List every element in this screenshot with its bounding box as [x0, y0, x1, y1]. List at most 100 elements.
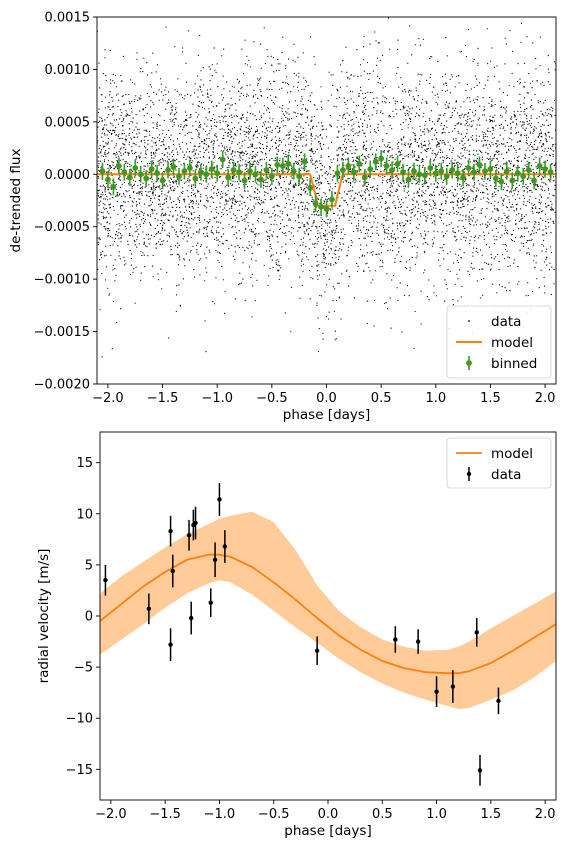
- data-point: [110, 133, 113, 136]
- data-point: [210, 141, 212, 143]
- data-point: [264, 199, 266, 201]
- data-point: [143, 168, 145, 170]
- data-point: [263, 105, 265, 107]
- data-point: [109, 235, 112, 237]
- data-point: [525, 127, 527, 129]
- data-point: [101, 121, 103, 123]
- data-point: [360, 9, 361, 10]
- data-point: [97, 165, 99, 167]
- data-point: [470, 88, 472, 90]
- data-point: [250, 196, 252, 198]
- data-point: [460, 238, 462, 240]
- data-point: [98, 169, 100, 171]
- data-point: [141, 194, 143, 196]
- data-point: [210, 125, 213, 127]
- data-point: [551, 110, 553, 112]
- data-point: [300, 139, 302, 141]
- data-point: [366, 229, 368, 231]
- data-point: [368, 194, 370, 196]
- data-point: [549, 109, 551, 111]
- data-point: [334, 185, 336, 188]
- data-point: [250, 230, 252, 232]
- data-point: [531, 203, 533, 205]
- data-point: [100, 152, 102, 154]
- data-point: [367, 235, 369, 237]
- data-point: [177, 254, 180, 256]
- data-point: [318, 264, 320, 266]
- data-point: [530, 106, 532, 108]
- data-point: [467, 197, 469, 199]
- data-point: [311, 92, 313, 94]
- data-point: [281, 141, 283, 143]
- data-point: [451, 185, 453, 187]
- data-point: [545, 135, 547, 137]
- data-point: [450, 116, 452, 118]
- data-point: [519, 140, 522, 142]
- data-point: [358, 203, 360, 206]
- data-point: [313, 56, 315, 58]
- data-point: [258, 78, 261, 80]
- data-point: [259, 89, 261, 91]
- data-point: [134, 211, 136, 213]
- data-point: [378, 234, 380, 236]
- data-point: [179, 304, 181, 306]
- data-point: [253, 240, 255, 242]
- data-point: [255, 203, 257, 205]
- data-point: [461, 155, 463, 157]
- data-point: [220, 197, 222, 199]
- data-point: [137, 185, 139, 187]
- data-point: [258, 171, 260, 173]
- data-point: [246, 216, 248, 218]
- data-point: [279, 170, 281, 172]
- data-point: [298, 72, 300, 74]
- data-point: [285, 243, 287, 245]
- data-point: [456, 273, 458, 275]
- data-point: [319, 162, 321, 164]
- data-point: [498, 218, 500, 220]
- data-point: [306, 81, 308, 83]
- data-point: [410, 209, 412, 211]
- data-point: [321, 218, 323, 220]
- data-point: [357, 213, 359, 215]
- data-point: [479, 235, 481, 237]
- data-point: [266, 145, 268, 147]
- data-point: [189, 114, 191, 116]
- data-point: [125, 214, 127, 216]
- data-point: [308, 217, 310, 219]
- data-point: [205, 351, 207, 353]
- data-point: [189, 206, 191, 209]
- data-point: [115, 156, 117, 158]
- data-point: [124, 161, 126, 163]
- data-point: [116, 153, 118, 155]
- data-point: [339, 148, 341, 150]
- data-point: [234, 214, 236, 217]
- data-point: [245, 183, 247, 185]
- data-point: [239, 272, 241, 274]
- data-point: [356, 270, 359, 272]
- data-point: [112, 162, 114, 164]
- data-point: [133, 198, 135, 200]
- data-point: [199, 221, 201, 223]
- data-point: [224, 131, 226, 134]
- data-point: [303, 209, 305, 211]
- data-point: [280, 252, 282, 255]
- data-point: [280, 186, 283, 189]
- data-point: [171, 120, 174, 122]
- data-point: [529, 131, 532, 133]
- data-point: [236, 129, 238, 131]
- data-point: [212, 184, 214, 186]
- data-point: [317, 136, 319, 138]
- data-point: [97, 218, 99, 220]
- data-point: [470, 209, 472, 211]
- data-point: [504, 37, 506, 39]
- data-point: [338, 256, 340, 258]
- data-point: [124, 144, 126, 146]
- data-point: [160, 213, 163, 215]
- data-point: [365, 147, 367, 150]
- data-point: [342, 243, 344, 245]
- data-point: [325, 316, 327, 318]
- data-point: [404, 186, 406, 188]
- data-point: [272, 212, 274, 214]
- data-point: [226, 184, 228, 186]
- data-point: [431, 91, 433, 93]
